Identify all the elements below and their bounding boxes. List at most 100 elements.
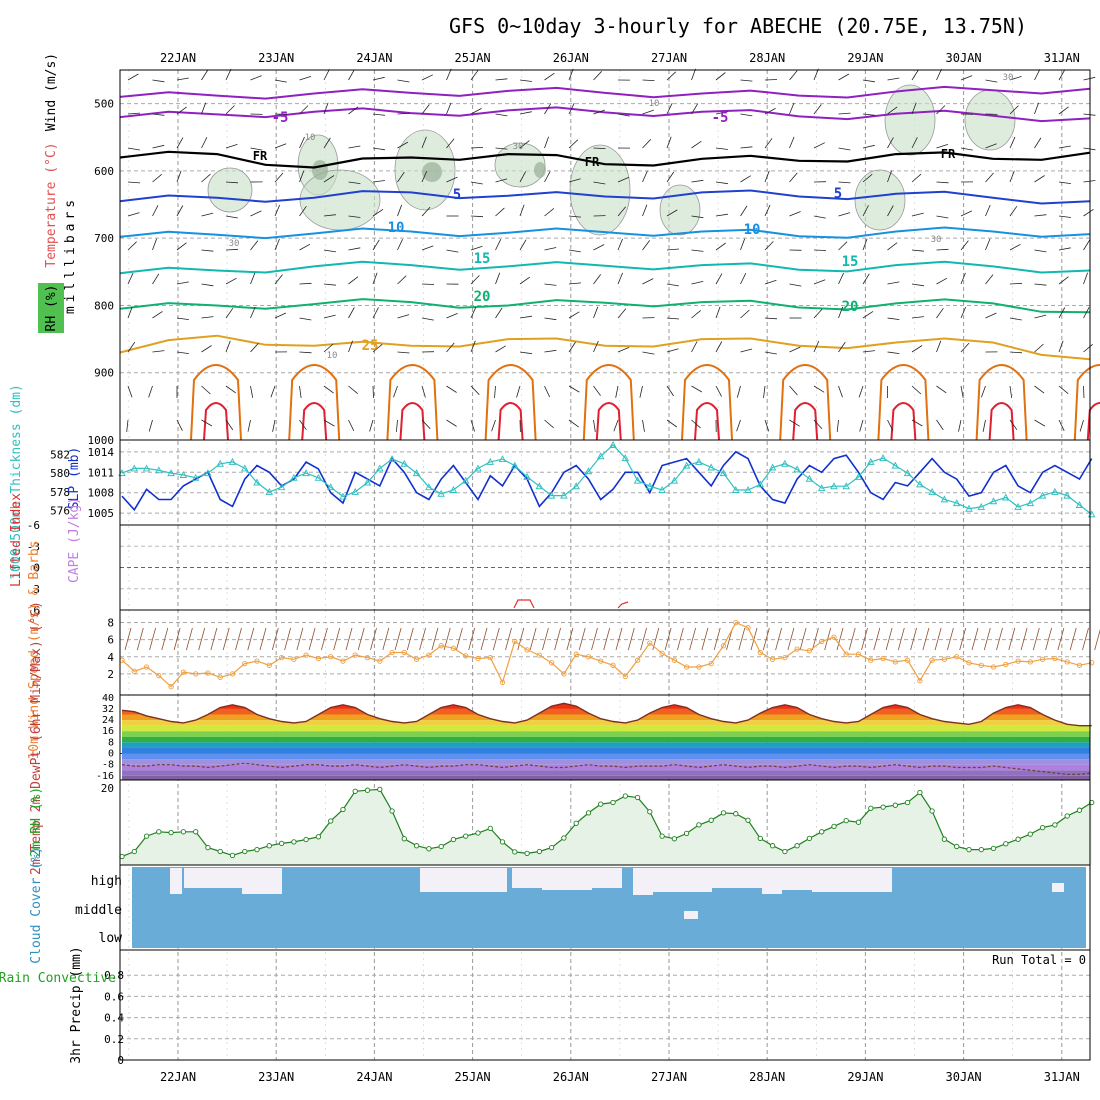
temp-series-line xyxy=(121,702,1092,727)
thickness-point xyxy=(314,473,323,481)
wind-barb xyxy=(372,307,379,319)
rh-region xyxy=(854,169,906,231)
panel-frame xyxy=(119,69,1091,441)
wind-barb xyxy=(813,249,827,251)
thickness-point xyxy=(216,459,224,467)
wind-barb xyxy=(397,351,410,354)
wind-barb xyxy=(176,317,189,320)
rh-contour-label: 30 xyxy=(513,142,524,152)
frame-layer xyxy=(119,69,1091,1061)
wind-barb xyxy=(1009,317,1022,321)
wind-barb xyxy=(274,79,287,83)
wind-speed-point xyxy=(229,671,236,677)
wind-barb xyxy=(715,242,726,251)
wind-speed-point xyxy=(659,650,665,657)
wind-speed-point xyxy=(536,652,543,658)
cloud-gap xyxy=(652,868,712,892)
wind-barb xyxy=(960,240,969,251)
wind-barb xyxy=(911,249,924,252)
rh-contour-label: 30 xyxy=(931,235,942,245)
surface-wind-barb xyxy=(959,627,967,651)
wind-barb xyxy=(911,137,918,149)
run-total-annotation: Run Total = 0 xyxy=(992,953,1086,967)
wind-speed-point xyxy=(819,638,825,645)
wind-barb xyxy=(225,307,234,319)
surface-wind-barb xyxy=(529,627,537,651)
rh-point xyxy=(1076,807,1083,813)
rh-point xyxy=(794,843,800,849)
isotherm-label: 20 xyxy=(474,289,491,305)
wind-speed-point xyxy=(389,649,395,656)
wind-barb xyxy=(369,419,374,432)
wind-barb xyxy=(715,273,723,285)
wind-barb xyxy=(372,385,374,399)
wind-barb xyxy=(615,385,619,398)
wind-barb xyxy=(960,306,967,319)
wind-barb xyxy=(544,103,552,115)
wind-barb xyxy=(1058,307,1066,319)
rh-point xyxy=(671,836,678,842)
wind-barb xyxy=(568,103,575,115)
wind-barb xyxy=(715,341,723,353)
rh-region xyxy=(659,184,701,236)
thickness-point xyxy=(425,483,433,491)
wind-barb xyxy=(593,306,599,319)
temp-color-band xyxy=(122,742,1090,748)
wind-barb xyxy=(960,75,973,81)
thickness-axis-label: 1000-500mb Thickness (dm) xyxy=(9,384,24,580)
wind-barb xyxy=(642,109,654,115)
wind-barb xyxy=(666,209,678,217)
wind-barb xyxy=(568,249,581,253)
cloud-tick-label: low xyxy=(99,931,123,946)
wind-barb xyxy=(1058,106,1069,115)
top-day-label: 27JAN xyxy=(651,51,687,65)
wind-barb xyxy=(1009,170,1015,183)
wind-barb xyxy=(446,249,459,253)
wind-barb xyxy=(1083,385,1085,399)
wind-barb xyxy=(666,103,673,115)
thickness-tick-label: 580 xyxy=(50,467,70,480)
wind-barb xyxy=(299,105,309,115)
wind-barb xyxy=(299,170,305,183)
thickness-point xyxy=(572,482,580,490)
isotherm-30-bump xyxy=(1073,364,1100,441)
thickness-point xyxy=(204,469,212,477)
wind-barb xyxy=(858,385,864,398)
li-tick-label: 6 xyxy=(33,604,40,617)
temp-tick-label: 0 xyxy=(108,749,114,760)
thickness-point xyxy=(290,473,298,481)
rh-point xyxy=(143,833,150,839)
wind-speed-point xyxy=(413,656,420,662)
wind-barb xyxy=(691,419,701,429)
thickness-point xyxy=(977,502,986,510)
wind-barb xyxy=(323,385,334,394)
surface-wind-barb xyxy=(1082,627,1089,651)
wind-barb xyxy=(568,385,580,393)
isotherm-35-bump xyxy=(694,402,720,441)
wind-barb xyxy=(887,77,900,81)
wind-barb xyxy=(736,385,741,398)
isotherm-label: FR xyxy=(253,149,268,163)
wind-speed-point xyxy=(573,651,579,657)
rh-point xyxy=(487,825,493,832)
wind-barb xyxy=(250,342,259,353)
wind-barb xyxy=(593,419,596,432)
wind-speed-point xyxy=(242,660,248,667)
wind-barb xyxy=(446,419,457,427)
surface-wind-barb xyxy=(517,627,525,651)
wind-barb xyxy=(764,138,773,149)
wind-barb xyxy=(691,249,704,252)
temp-color-band xyxy=(122,764,1090,771)
rh-point xyxy=(1052,822,1058,828)
rh-point xyxy=(843,817,849,824)
isotherm-35-bump xyxy=(203,402,229,441)
surface-wind-barb xyxy=(812,627,819,651)
bottom-day-label: 27JAN xyxy=(651,1070,687,1084)
wind-barb xyxy=(617,272,623,285)
wind-legend-label: Wind (m/s) xyxy=(44,53,59,131)
wind-barb xyxy=(397,79,410,83)
wind-barb xyxy=(642,204,648,217)
thickness-point xyxy=(498,455,507,463)
rh-point xyxy=(193,829,199,835)
thickness-point xyxy=(830,482,838,490)
